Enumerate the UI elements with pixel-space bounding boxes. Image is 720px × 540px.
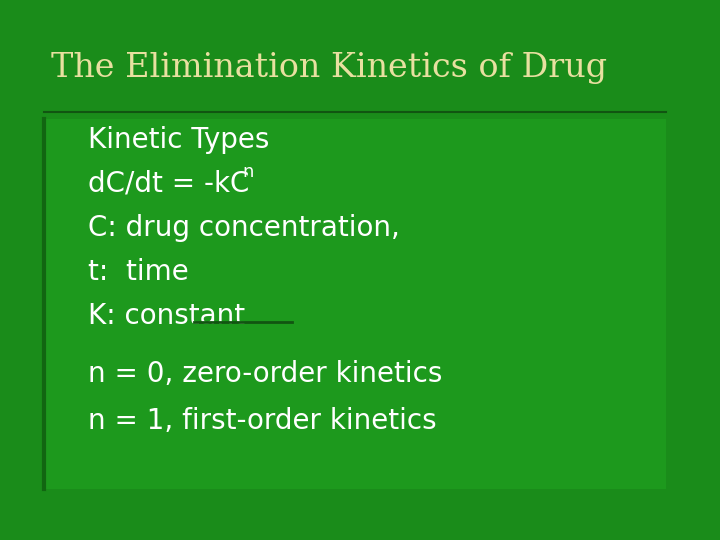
Text: t:  time: t: time (89, 258, 189, 286)
FancyBboxPatch shape (0, 0, 680, 540)
Text: n = 1, first-order kinetics: n = 1, first-order kinetics (89, 407, 437, 435)
Text: The Elimination Kinetics of Drug: The Elimination Kinetics of Drug (51, 51, 607, 84)
Text: K: constant: K: constant (89, 302, 246, 330)
Text: n: n (242, 163, 253, 181)
Text: dC/dt = -kC: dC/dt = -kC (89, 170, 250, 198)
Text: n = 0, zero-order kinetics: n = 0, zero-order kinetics (89, 360, 443, 388)
Text: Kinetic Types: Kinetic Types (89, 126, 270, 154)
FancyBboxPatch shape (44, 119, 667, 489)
Text: C: drug concentration,: C: drug concentration, (89, 214, 400, 242)
